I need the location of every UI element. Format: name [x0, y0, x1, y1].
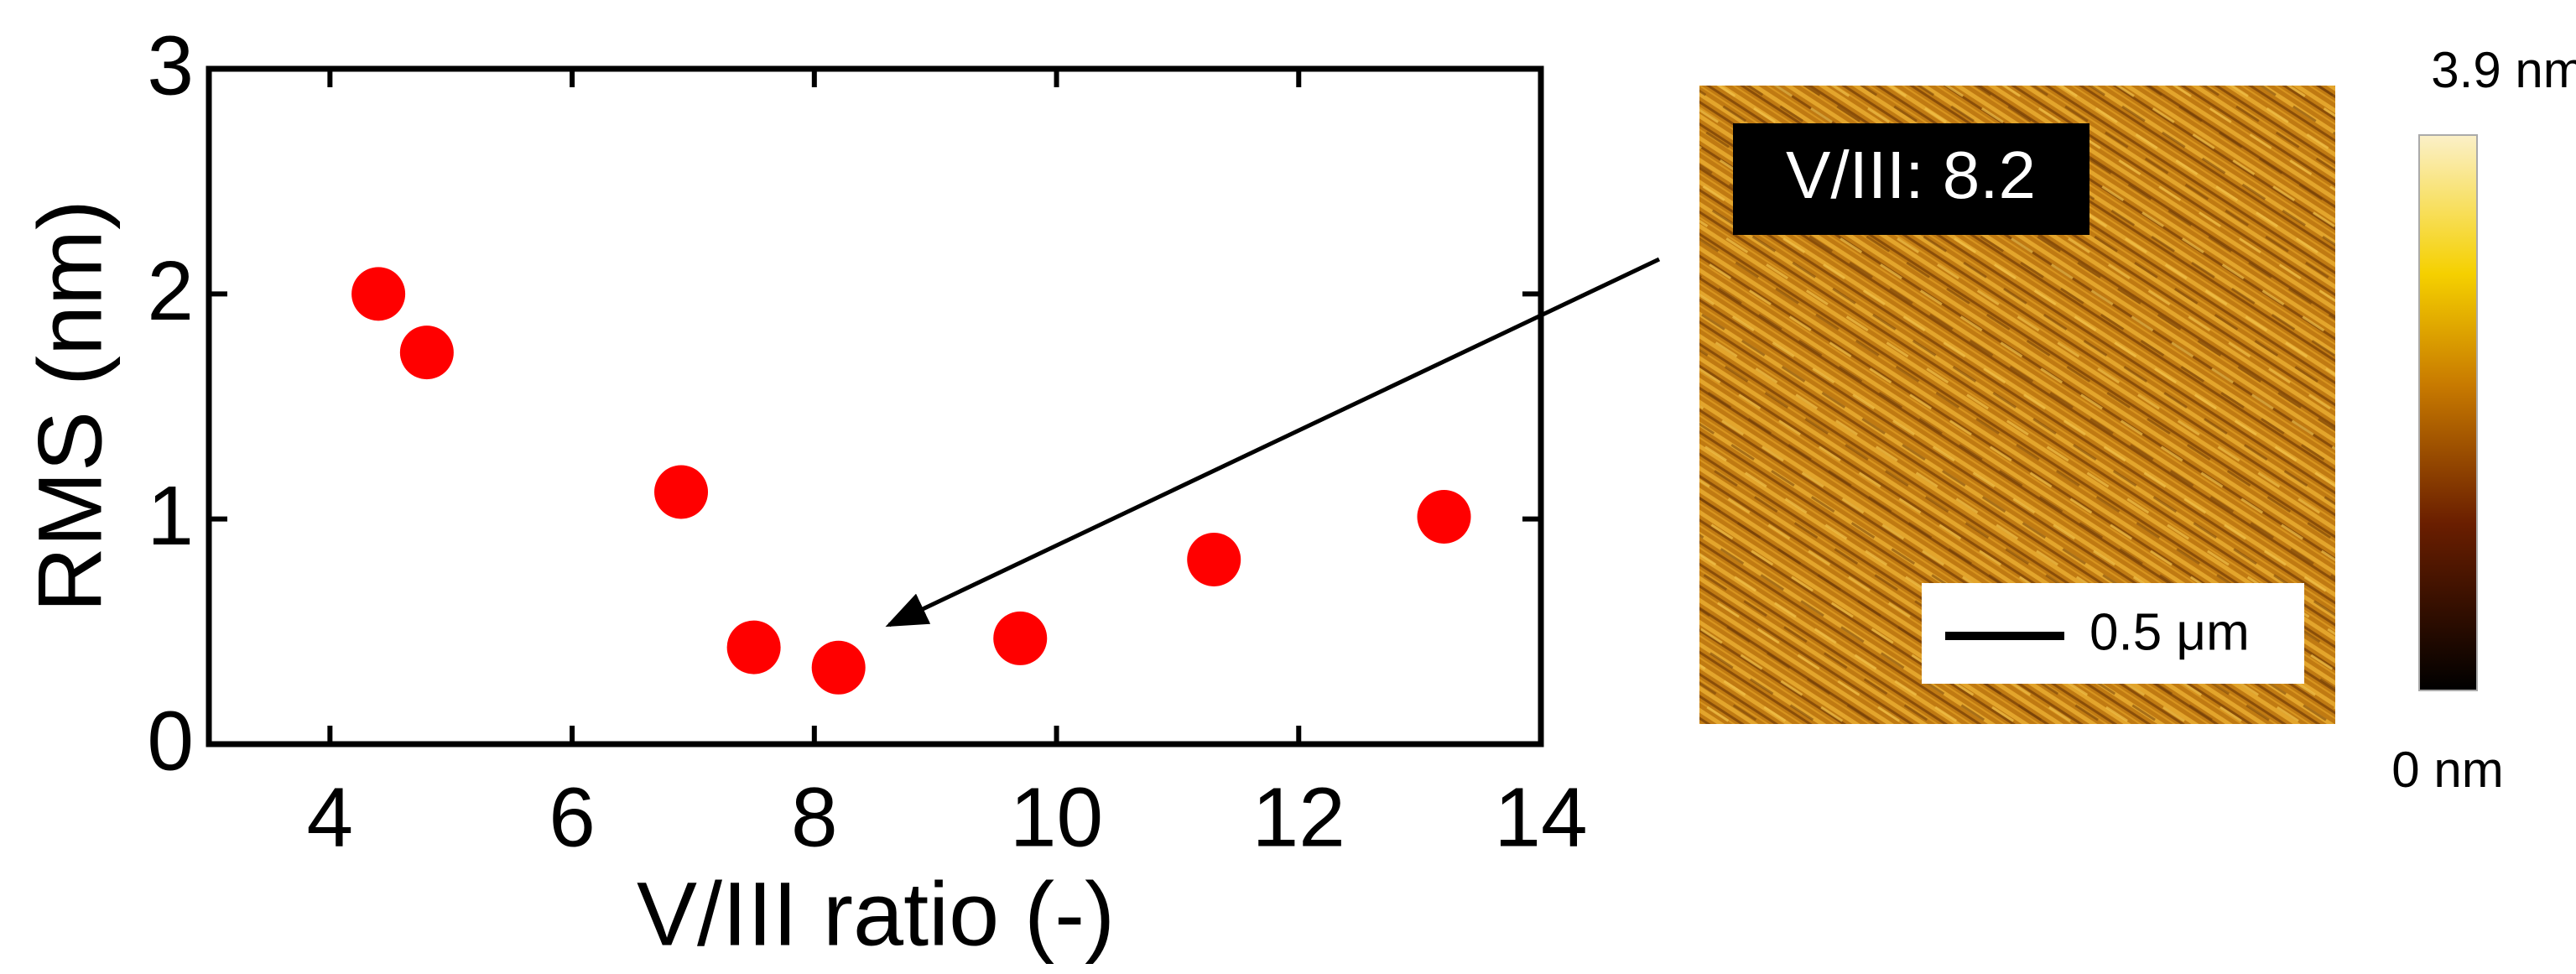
- x-tick-label: 10: [1010, 770, 1103, 864]
- arrow: [885, 257, 1661, 628]
- x-tick-label: 4: [307, 770, 354, 864]
- point: [993, 611, 1048, 665]
- point: [351, 267, 406, 321]
- point: [1187, 532, 1241, 586]
- image-label: V/III: 8.2: [1786, 138, 2036, 212]
- afm-panel: V/III: 8.2 0.5 μm 3.9 nm 0 nm: [1699, 42, 2576, 798]
- x-tick-label: 14: [1494, 770, 1587, 864]
- colorbar-min-label: 0 nm: [2391, 742, 2503, 798]
- point: [399, 326, 454, 380]
- x-tick-label: 12: [1252, 770, 1345, 864]
- y-tick-label: 1: [147, 469, 194, 563]
- point: [726, 620, 781, 675]
- y-tick-label: 3: [147, 18, 194, 112]
- y-axis-label: RMS (nm): [19, 200, 121, 612]
- point: [811, 640, 866, 695]
- y-tick-label: 0: [147, 694, 194, 788]
- point: [1417, 489, 1471, 544]
- point: [654, 465, 709, 519]
- plot-frame: [206, 65, 1544, 747]
- colorbar-max-label: 3.9 nm: [2431, 42, 2576, 98]
- label-box: [1733, 123, 2089, 235]
- x-axis-label: V/III ratio (-): [637, 863, 1115, 965]
- y-tick-label: 2: [147, 244, 194, 338]
- x-tick-label: 8: [791, 770, 838, 864]
- scale-bar-label: 0.5 μm: [2089, 603, 2250, 661]
- x-tick-label: 6: [549, 770, 596, 864]
- colorbar: [2418, 134, 2478, 691]
